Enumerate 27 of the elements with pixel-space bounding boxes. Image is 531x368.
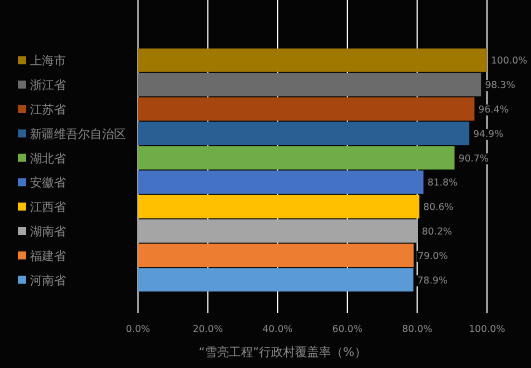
x-tick-label: 40.0% xyxy=(262,324,293,335)
legend-label: 上海市 xyxy=(30,54,66,68)
x-tick-label: 80.0% xyxy=(402,324,432,335)
data-label: 78.9% xyxy=(417,275,448,286)
legend-label: 江西省 xyxy=(30,200,66,214)
legend-label: 安徽省 xyxy=(30,176,66,190)
data-label: 80.2% xyxy=(422,226,452,238)
data-label: 79.0% xyxy=(418,250,448,262)
x-axis-title: “雪亮工程”行政村覆盖率（%） xyxy=(198,345,366,359)
data-label: 80.6% xyxy=(423,202,454,214)
legend-label: 浙江省 xyxy=(30,78,66,92)
legend-label: 江苏省 xyxy=(30,102,66,116)
data-label: 90.7% xyxy=(458,153,489,164)
data-label: 96.4% xyxy=(478,104,509,116)
x-tick-label: 0.0% xyxy=(126,324,150,335)
x-tick-label: 100.0% xyxy=(468,324,506,335)
x-tick-label: 20.0% xyxy=(192,324,223,335)
legend-label: 新疆维吾尔自治区 xyxy=(30,126,126,141)
legend-label: 福建省 xyxy=(30,248,66,263)
data-label: 100.0% xyxy=(491,56,528,67)
legend-label: 湖南省 xyxy=(30,224,66,238)
data-label: 98.3% xyxy=(485,80,516,92)
data-label: 81.8% xyxy=(427,178,458,189)
data-label: 94.9% xyxy=(473,128,504,140)
legend-label: 河南省 xyxy=(30,273,66,288)
x-tick-label: 60.0% xyxy=(332,324,362,335)
legend-label: 湖北省 xyxy=(30,151,66,166)
